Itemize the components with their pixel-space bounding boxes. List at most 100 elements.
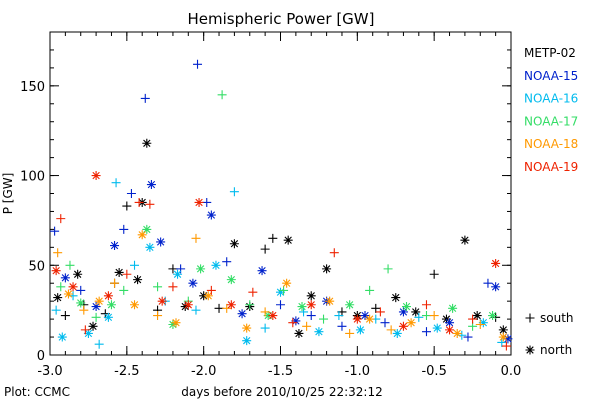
marker-stroke bbox=[483, 278, 493, 288]
data-point-south bbox=[302, 321, 312, 331]
marker-stroke bbox=[297, 302, 307, 312]
marker-stroke bbox=[63, 289, 73, 299]
series-noaa-17 bbox=[56, 90, 498, 331]
legend-entry: METP-02 bbox=[524, 46, 576, 60]
marker-stroke bbox=[91, 302, 101, 312]
data-point-south bbox=[371, 303, 381, 313]
marker-stroke bbox=[398, 307, 408, 317]
marker-stroke bbox=[242, 323, 252, 333]
data-point-north bbox=[503, 334, 513, 344]
data-point-north bbox=[365, 314, 375, 324]
data-point-south bbox=[56, 214, 66, 224]
data-point-south bbox=[222, 303, 232, 313]
marker-stroke bbox=[60, 273, 70, 283]
data-point-south bbox=[268, 233, 278, 243]
marker-stroke bbox=[242, 336, 252, 346]
data-point-north bbox=[53, 293, 63, 303]
plot-credit: Plot: CCMC bbox=[4, 385, 70, 399]
series-noaa-15 bbox=[50, 59, 513, 344]
data-point-north bbox=[491, 258, 501, 268]
data-point-south bbox=[334, 311, 344, 321]
data-point-north bbox=[472, 311, 482, 321]
data-point-south bbox=[483, 278, 493, 288]
marker-stroke bbox=[322, 264, 332, 274]
marker-stroke bbox=[302, 321, 312, 331]
marker-stroke bbox=[478, 318, 488, 328]
data-point-north bbox=[226, 300, 236, 310]
marker-stroke bbox=[406, 318, 416, 328]
data-point-south bbox=[260, 244, 270, 254]
data-point-south bbox=[214, 303, 224, 313]
marker-stroke bbox=[65, 260, 75, 270]
data-point-north bbox=[237, 309, 247, 319]
data-point-north bbox=[452, 328, 462, 338]
legend-marker-north bbox=[525, 345, 535, 355]
marker-stroke bbox=[245, 300, 255, 310]
data-point-south bbox=[276, 300, 285, 310]
marker-stroke bbox=[80, 325, 90, 335]
data-point-south bbox=[134, 197, 144, 207]
marker-stroke bbox=[145, 199, 155, 209]
data-point-south bbox=[329, 248, 339, 258]
marker-stroke bbox=[56, 282, 66, 292]
marker-stroke bbox=[168, 264, 178, 274]
marker-stroke bbox=[329, 248, 339, 258]
data-point-north bbox=[445, 325, 455, 335]
data-point-north bbox=[168, 319, 178, 329]
marker-stroke bbox=[391, 293, 401, 303]
data-point-north bbox=[314, 327, 324, 337]
data-point-south bbox=[306, 311, 316, 321]
x-tick-label: -1.0 bbox=[345, 364, 370, 379]
data-point-north bbox=[91, 302, 101, 312]
marker-stroke bbox=[386, 325, 396, 335]
data-point-south bbox=[497, 337, 507, 347]
marker-stroke bbox=[57, 332, 67, 342]
data-point-north bbox=[345, 300, 355, 310]
marker-stroke bbox=[325, 296, 335, 306]
marker-stroke bbox=[83, 328, 93, 338]
data-point-south bbox=[414, 312, 424, 322]
data-point-south bbox=[122, 269, 132, 279]
data-point-north bbox=[282, 278, 292, 288]
marker-stroke bbox=[445, 325, 455, 335]
data-point-north bbox=[145, 242, 155, 252]
marker-stroke bbox=[288, 318, 298, 328]
marker-stroke bbox=[53, 248, 63, 258]
marker-stroke bbox=[398, 321, 408, 331]
marker-stroke bbox=[503, 334, 513, 344]
data-point-south bbox=[468, 314, 478, 324]
data-point-south bbox=[53, 248, 63, 258]
data-point-south bbox=[345, 328, 355, 338]
marker-stroke bbox=[229, 239, 239, 249]
data-point-north bbox=[242, 336, 252, 346]
data-point-south bbox=[191, 305, 201, 315]
data-point-south bbox=[145, 199, 155, 209]
marker-stroke bbox=[475, 319, 485, 329]
data-point-north bbox=[294, 328, 304, 338]
marker-stroke bbox=[153, 282, 163, 292]
marker-stroke bbox=[168, 282, 178, 292]
data-point-south bbox=[60, 311, 70, 321]
data-point-north bbox=[57, 332, 67, 342]
data-point-south bbox=[65, 260, 75, 270]
data-point-north bbox=[51, 266, 61, 276]
data-point-south bbox=[110, 278, 120, 288]
data-point-north bbox=[460, 235, 470, 245]
marker-stroke bbox=[222, 303, 232, 313]
data-point-north bbox=[498, 332, 508, 342]
marker-stroke bbox=[214, 303, 224, 313]
legend-entry: NOAA-17 bbox=[524, 114, 578, 128]
marker-stroke bbox=[463, 332, 473, 342]
marker-stroke bbox=[222, 257, 232, 267]
legend-entry: NOAA-15 bbox=[524, 69, 578, 83]
marker-stroke bbox=[146, 180, 156, 190]
data-point-north bbox=[263, 311, 273, 321]
marker-stroke bbox=[263, 311, 273, 321]
marker-stroke bbox=[525, 345, 535, 355]
marker-stroke bbox=[94, 339, 104, 349]
data-point-south bbox=[111, 178, 121, 188]
marker-stroke bbox=[337, 321, 347, 331]
data-point-north bbox=[188, 278, 198, 288]
legend-marker-south bbox=[525, 313, 535, 323]
marker-stroke bbox=[268, 233, 278, 243]
